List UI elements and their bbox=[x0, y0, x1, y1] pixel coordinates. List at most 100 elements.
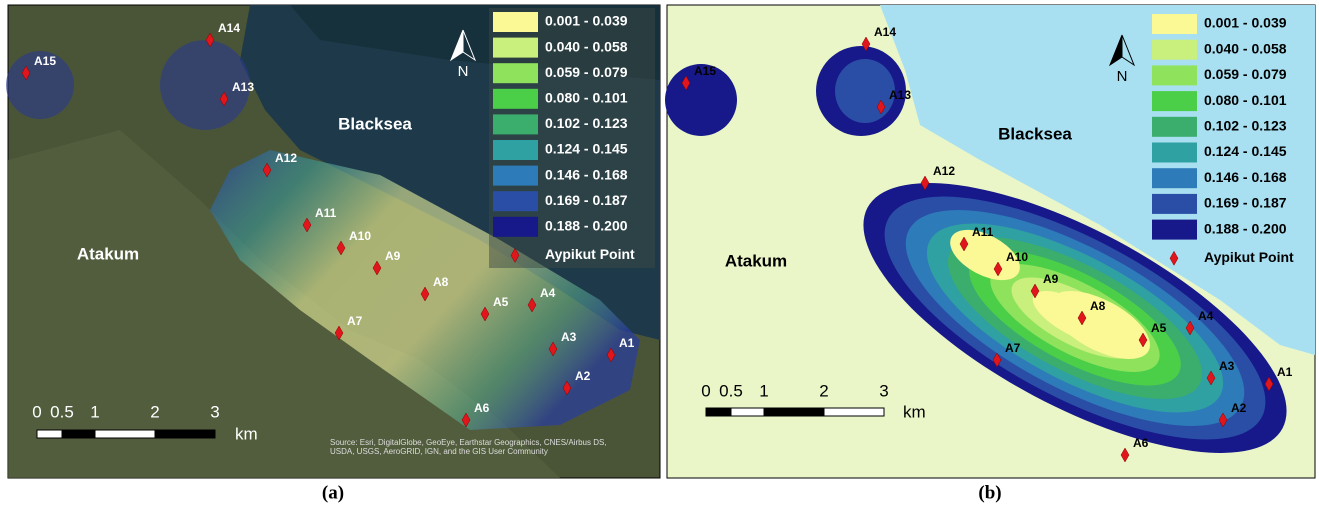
point-label: A12 bbox=[933, 164, 955, 178]
legend-label: 0.001 - 0.039 bbox=[1204, 15, 1287, 31]
point-label: A1 bbox=[1277, 365, 1293, 379]
sea-label: Blacksea bbox=[998, 124, 1072, 143]
scale-bar bbox=[706, 408, 731, 416]
legend-label: Aypikut Point bbox=[1204, 249, 1294, 265]
panel-caption: (b) bbox=[978, 482, 1001, 503]
scale-label: 3 bbox=[210, 402, 219, 421]
point-label: A7 bbox=[1005, 341, 1021, 355]
legend-swatch bbox=[1152, 220, 1197, 240]
point-label: A1 bbox=[619, 336, 635, 350]
town-label: Atakum bbox=[77, 244, 139, 263]
point-label: A4 bbox=[1198, 309, 1214, 323]
legend-label: Aypikut Point bbox=[545, 246, 635, 262]
scale-unit: km bbox=[235, 424, 258, 443]
point-label: A7 bbox=[347, 314, 363, 328]
figure: 0.001 - 0.039 0.040 - 0.058 0.059 - 0.079 0… bbox=[0, 0, 1319, 509]
scale-bar bbox=[155, 430, 215, 438]
point-label: A14 bbox=[218, 21, 240, 35]
legend-swatch bbox=[493, 114, 538, 134]
legend-label: 0.169 - 0.187 bbox=[1204, 195, 1287, 211]
point-label: A5 bbox=[1151, 321, 1167, 335]
point-label: A8 bbox=[433, 275, 449, 289]
legend-label: 0.059 - 0.079 bbox=[545, 64, 628, 80]
zone-a13-inner bbox=[835, 59, 895, 123]
scale-bar bbox=[62, 430, 95, 438]
source-note: Source: Esri, DigitalGlobe, GeoEye, Eart… bbox=[330, 438, 610, 456]
legend-label: 0.059 - 0.079 bbox=[1204, 66, 1287, 82]
point-label: A14 bbox=[874, 25, 896, 39]
legend-label: 0.169 - 0.187 bbox=[545, 192, 628, 208]
legend-label: 0.102 - 0.123 bbox=[545, 115, 628, 131]
legend-label: 0.080 - 0.101 bbox=[1204, 92, 1287, 108]
scale-bar bbox=[764, 408, 824, 416]
scale-label: 0 bbox=[32, 402, 41, 421]
north-label: N bbox=[1117, 68, 1128, 85]
scale-label: 2 bbox=[150, 402, 159, 421]
legend-label: 0.080 - 0.101 bbox=[545, 90, 628, 106]
scale-label: 0 bbox=[701, 381, 710, 400]
legend-swatch bbox=[493, 166, 538, 186]
point-label: A4 bbox=[540, 286, 556, 300]
point-label: A15 bbox=[34, 54, 56, 68]
legend-swatch bbox=[493, 89, 538, 109]
panel-caption: (a) bbox=[322, 482, 344, 503]
scale-label: 2 bbox=[819, 381, 828, 400]
point-label: A3 bbox=[561, 330, 577, 344]
scale-label: 0.5 bbox=[50, 402, 74, 421]
point-label: A6 bbox=[474, 401, 490, 415]
legend-swatch bbox=[1152, 91, 1197, 111]
legend-label: 0.102 - 0.123 bbox=[1204, 118, 1287, 134]
legend-swatch bbox=[493, 140, 538, 160]
legend-label: 0.040 - 0.058 bbox=[545, 38, 628, 54]
legend-swatch bbox=[493, 191, 538, 211]
point-label: A10 bbox=[349, 229, 371, 243]
point-label: A11 bbox=[315, 206, 337, 220]
point-label: A5 bbox=[493, 295, 509, 309]
point-label: A13 bbox=[889, 88, 911, 102]
legend-swatch bbox=[1152, 143, 1197, 163]
legend-label: 0.188 - 0.200 bbox=[1204, 220, 1287, 236]
legend-label: 0.124 - 0.145 bbox=[1204, 143, 1287, 159]
scale-label: 3 bbox=[879, 381, 888, 400]
point-label: A12 bbox=[275, 151, 297, 165]
scale-label: 0.5 bbox=[719, 381, 743, 400]
legend-label: 0.040 - 0.058 bbox=[1204, 40, 1287, 56]
town-label: Atakum bbox=[725, 251, 787, 270]
sea-label: Blacksea bbox=[338, 114, 412, 133]
point-label: A8 bbox=[1090, 299, 1106, 313]
point-label: A3 bbox=[1219, 359, 1235, 373]
point-label: A10 bbox=[1006, 250, 1028, 264]
point-label: A9 bbox=[1043, 272, 1059, 286]
point-label: A11 bbox=[972, 225, 994, 239]
legend-swatch bbox=[1152, 194, 1197, 214]
point-label: A2 bbox=[1231, 401, 1247, 415]
page: {"legend": {"classes": ["0.001 - 0.039",… bbox=[0, 0, 1319, 509]
point-label: A13 bbox=[232, 80, 254, 94]
scale-bar bbox=[731, 408, 764, 416]
north-label: N bbox=[458, 63, 469, 80]
scale-label: 1 bbox=[759, 381, 768, 400]
point-label: A9 bbox=[385, 249, 401, 263]
legend-swatch bbox=[1152, 65, 1197, 85]
legend-label: 0.124 - 0.145 bbox=[545, 141, 628, 157]
scale-label: 1 bbox=[90, 402, 99, 421]
legend-swatch bbox=[493, 63, 538, 83]
legend-label: 0.146 - 0.168 bbox=[545, 166, 628, 182]
scale-bar bbox=[95, 430, 155, 438]
legend-swatch bbox=[493, 217, 538, 237]
point-label: A2 bbox=[575, 369, 591, 383]
figure-svg: 0.001 - 0.039 0.040 - 0.058 0.059 - 0.079 0… bbox=[0, 0, 1319, 509]
legend-swatch bbox=[1152, 40, 1197, 60]
scale-unit: km bbox=[903, 402, 926, 421]
legend-label: 0.146 - 0.168 bbox=[1204, 169, 1287, 185]
legend-label: 0.188 - 0.200 bbox=[545, 218, 628, 234]
legend-swatch bbox=[1152, 168, 1197, 188]
scale-bar bbox=[37, 430, 62, 438]
point-label: A15 bbox=[694, 64, 716, 78]
scale-bar bbox=[824, 408, 884, 416]
legend-swatch bbox=[1152, 117, 1197, 137]
point-label: A6 bbox=[1133, 436, 1149, 450]
legend-swatch bbox=[1152, 14, 1197, 34]
legend-label: 0.001 - 0.039 bbox=[545, 13, 628, 29]
legend-swatch bbox=[493, 38, 538, 58]
